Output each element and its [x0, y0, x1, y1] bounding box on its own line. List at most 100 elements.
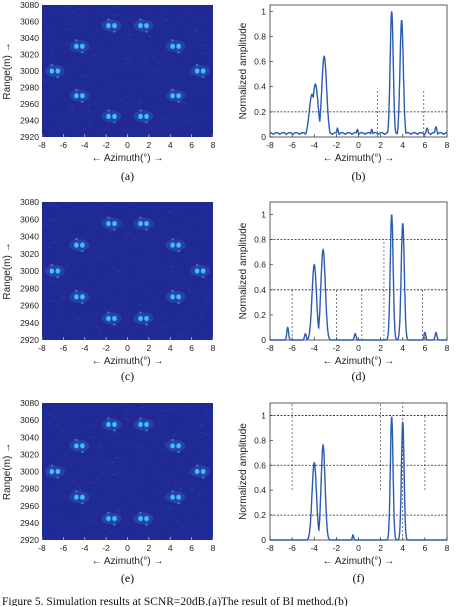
heatmap-speckle	[124, 410, 127, 412]
heatmap-speckle	[152, 222, 155, 224]
heatmap-speckle	[154, 5, 156, 7]
heatmap-speckle	[208, 413, 210, 415]
heatmap-speckle	[46, 25, 50, 27]
heatmap-speckle	[118, 231, 122, 233]
heatmap-speckle	[152, 118, 155, 120]
heatmap-speckle	[64, 34, 68, 36]
heatmap-speckle	[152, 237, 154, 240]
heatmap-speckle	[170, 480, 175, 483]
heatmap-speckle	[88, 443, 92, 445]
heatmap-speckle	[181, 468, 185, 470]
heatmap-speckle	[54, 322, 58, 324]
heatmap-speckle	[154, 25, 158, 27]
heatmap-speckle	[112, 441, 115, 443]
x-tick-label: -6	[288, 543, 296, 553]
heatmap-speckle	[123, 18, 126, 20]
heatmap-speckle	[67, 206, 72, 209]
target-sidelobe	[176, 100, 181, 103]
target-halo	[44, 65, 65, 77]
heatmap-speckle	[208, 433, 211, 436]
x-tick-label: 6	[189, 140, 194, 150]
target-core	[49, 68, 55, 74]
heatmap-speckle	[108, 40, 112, 42]
target-core	[112, 515, 117, 522]
x-tick-label: -4	[81, 140, 89, 150]
target-sidelobe	[170, 238, 175, 241]
heatmap-speckle	[141, 215, 144, 218]
chart-panel-d: 0 0.2 0.4 0.6 0.8 1 Normalized amplitude -8 -6 -4…	[238, 201, 450, 383]
target-halo	[165, 40, 186, 53]
heatmap-speckle	[112, 474, 116, 476]
heatmap-speckle	[201, 103, 203, 105]
heatmap-speckle	[194, 109, 196, 111]
target-core	[194, 468, 200, 475]
target-halo	[190, 465, 211, 478]
heatmap-speckle	[95, 245, 98, 247]
heatmap-speckle	[194, 240, 197, 243]
target-sidelobe	[170, 39, 175, 42]
heatmap-speckle	[109, 432, 114, 434]
heatmap-speckle	[201, 44, 206, 46]
heatmap-speckle	[112, 76, 116, 78]
target-core	[112, 220, 117, 227]
heatmap-speckle	[141, 58, 143, 60]
heatmap-speckle	[65, 264, 68, 266]
heatmap-speckle	[189, 415, 191, 417]
heatmap-speckle	[149, 90, 151, 92]
y-tick-label: 2940	[20, 116, 39, 126]
heatmap-speckle	[77, 279, 82, 281]
target-core	[170, 93, 175, 99]
target-halo	[69, 491, 90, 504]
heatmap-speckle	[163, 442, 166, 444]
heatmap-speckle	[91, 460, 95, 462]
heatmap-speckle	[75, 126, 79, 128]
heatmap-speckle	[164, 19, 168, 21]
heatmap-speckle	[88, 50, 91, 52]
heatmap-speckle	[60, 252, 64, 254]
target-sidelobe	[112, 523, 117, 526]
heatmap-speckle	[151, 6, 153, 8]
heatmap-speckle	[169, 525, 172, 527]
heatmap-speckle	[111, 476, 114, 478]
heatmap-speckle	[129, 34, 131, 36]
y-tick-label: 3040	[20, 232, 39, 242]
heatmap-speckle	[65, 304, 67, 306]
heatmap-speckle	[184, 120, 189, 122]
heatmap-speckle	[113, 479, 116, 481]
x-tick-label: -8	[266, 343, 274, 353]
target-sidelobe	[138, 18, 143, 21]
heatmap-speckle	[96, 409, 99, 411]
heatmap-speckle	[47, 243, 50, 245]
heatmap-speckle	[206, 132, 208, 135]
heatmap-speckle	[188, 209, 193, 211]
heatmap-speckle	[187, 411, 190, 413]
heatmap-speckle	[42, 68, 45, 70]
heatmap-speckle	[77, 285, 82, 287]
heatmap-speckle	[121, 330, 124, 332]
heatmap-speckle	[170, 270, 174, 272]
heatmap-speckle	[186, 79, 189, 81]
heatmap-speckle	[93, 429, 97, 431]
heatmap-speckle	[53, 221, 56, 224]
heatmap-speckle	[142, 491, 147, 493]
target-core	[138, 515, 143, 522]
heatmap-speckle	[84, 66, 86, 68]
heatmap-speckle	[159, 469, 163, 471]
heatmap-speckle	[179, 507, 183, 509]
heatmap-speckle	[139, 253, 144, 255]
heatmap-speckle	[162, 450, 167, 453]
heatmap-speckle	[175, 484, 178, 487]
heatmap-speckle	[42, 306, 45, 308]
heatmap-speckle	[196, 298, 201, 300]
heatmap-speckle	[57, 101, 61, 103]
x-tick-label: -4	[310, 343, 318, 353]
heatmap-speckle	[205, 15, 209, 17]
target-halo	[101, 312, 122, 325]
x-tick-label: 2	[147, 140, 152, 150]
heatmap-speckle	[122, 272, 126, 274]
heatmap-speckle	[51, 38, 54, 40]
heatmap-speckle	[205, 42, 207, 44]
heatmap-speckle	[92, 202, 96, 204]
heatmap-speckle	[121, 404, 125, 407]
target-halo	[101, 512, 122, 525]
